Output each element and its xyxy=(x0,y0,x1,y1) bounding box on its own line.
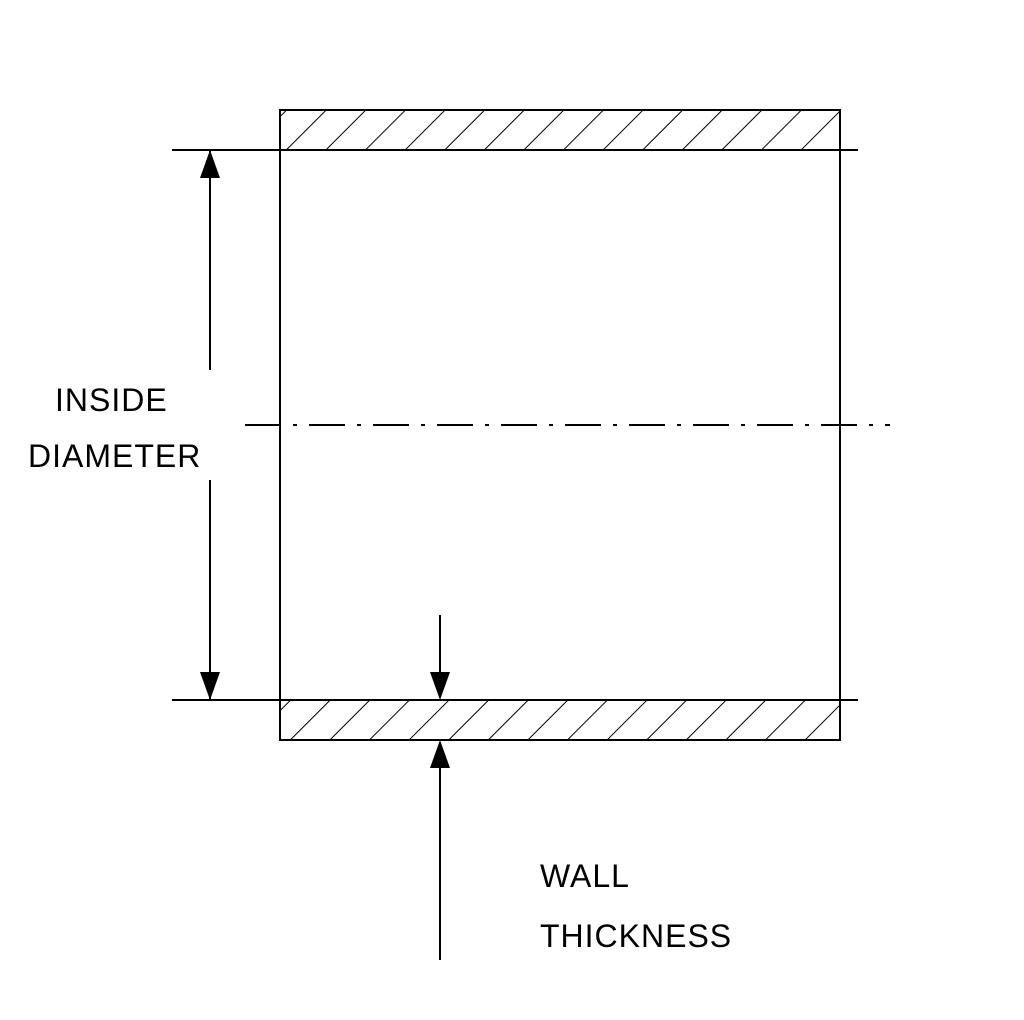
wall-thickness-label-line1: WALL xyxy=(540,858,630,895)
tube-diagram xyxy=(0,0,1024,1020)
inside-diameter-label-line1: INSIDE xyxy=(55,382,168,419)
inside-diameter-label-line2: DIAMETER xyxy=(28,438,201,475)
wall-thickness-label-line2: THICKNESS xyxy=(540,918,732,955)
